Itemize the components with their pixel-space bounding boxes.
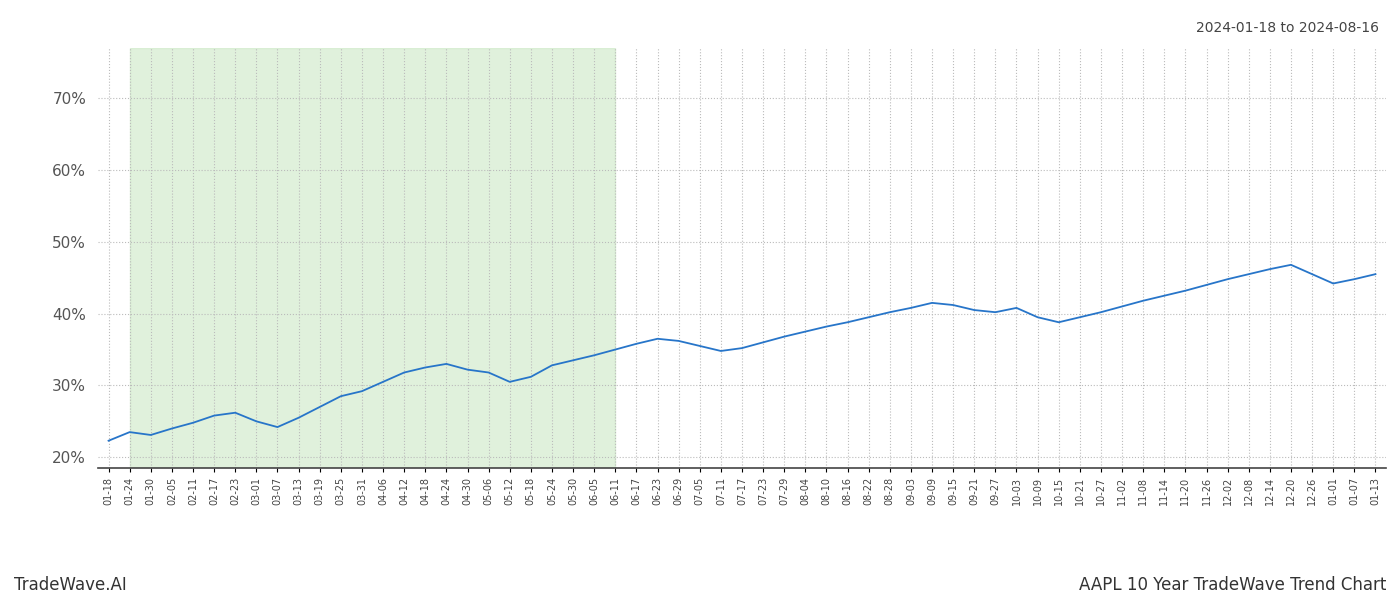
Text: 2024-01-18 to 2024-08-16: 2024-01-18 to 2024-08-16 <box>1196 21 1379 35</box>
Text: TradeWave.AI: TradeWave.AI <box>14 576 127 594</box>
Text: AAPL 10 Year TradeWave Trend Chart: AAPL 10 Year TradeWave Trend Chart <box>1078 576 1386 594</box>
Bar <box>130 48 616 468</box>
